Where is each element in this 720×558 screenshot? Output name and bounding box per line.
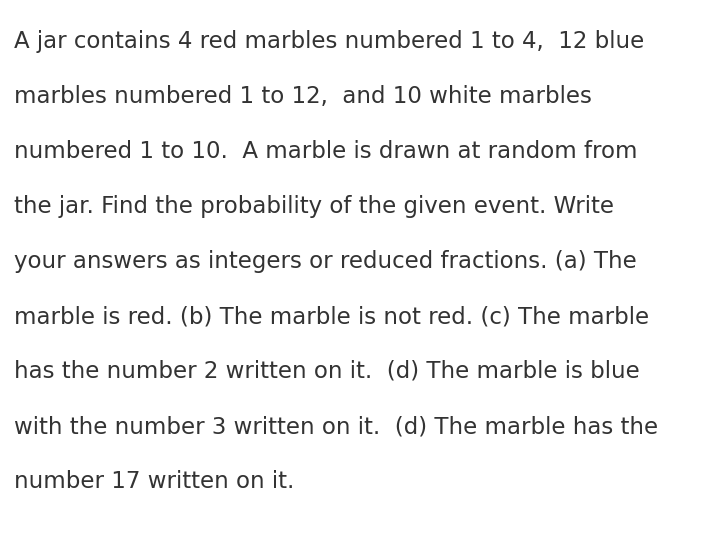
- Text: with the number 3 written on it.  (d) The marble has the: with the number 3 written on it. (d) The…: [14, 415, 658, 438]
- Text: has the number 2 written on it.  (d) The marble is blue: has the number 2 written on it. (d) The …: [14, 360, 640, 383]
- Text: marble is red. (b) The marble is not red. (c) The marble: marble is red. (b) The marble is not red…: [14, 305, 649, 328]
- Text: your answers as integers or reduced fractions. (a) The: your answers as integers or reduced frac…: [14, 250, 636, 273]
- Text: number 17 written on it.: number 17 written on it.: [14, 470, 294, 493]
- Text: marbles numbered 1 to 12,  and 10 white marbles: marbles numbered 1 to 12, and 10 white m…: [14, 85, 592, 108]
- Text: numbered 1 to 10.  A marble is drawn at random from: numbered 1 to 10. A marble is drawn at r…: [14, 140, 637, 163]
- Text: the jar. Find the probability of the given event. Write: the jar. Find the probability of the giv…: [14, 195, 614, 218]
- Text: A jar contains 4 red marbles numbered 1 to 4,  12 blue: A jar contains 4 red marbles numbered 1 …: [14, 30, 644, 53]
